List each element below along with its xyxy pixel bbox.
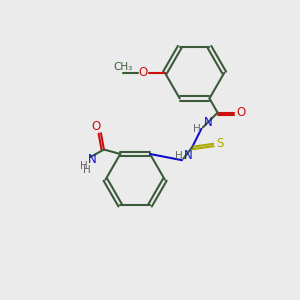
Text: N: N <box>203 116 212 129</box>
Text: O: O <box>236 106 245 119</box>
Text: S: S <box>216 137 224 150</box>
Text: H: H <box>83 165 91 175</box>
Text: N: N <box>88 153 96 167</box>
Text: H: H <box>80 161 88 172</box>
Text: H: H <box>175 151 182 161</box>
Text: H: H <box>193 124 201 134</box>
Text: N: N <box>184 149 193 162</box>
Text: O: O <box>91 120 100 133</box>
Text: O: O <box>139 66 148 79</box>
Text: CH₃: CH₃ <box>114 62 133 72</box>
